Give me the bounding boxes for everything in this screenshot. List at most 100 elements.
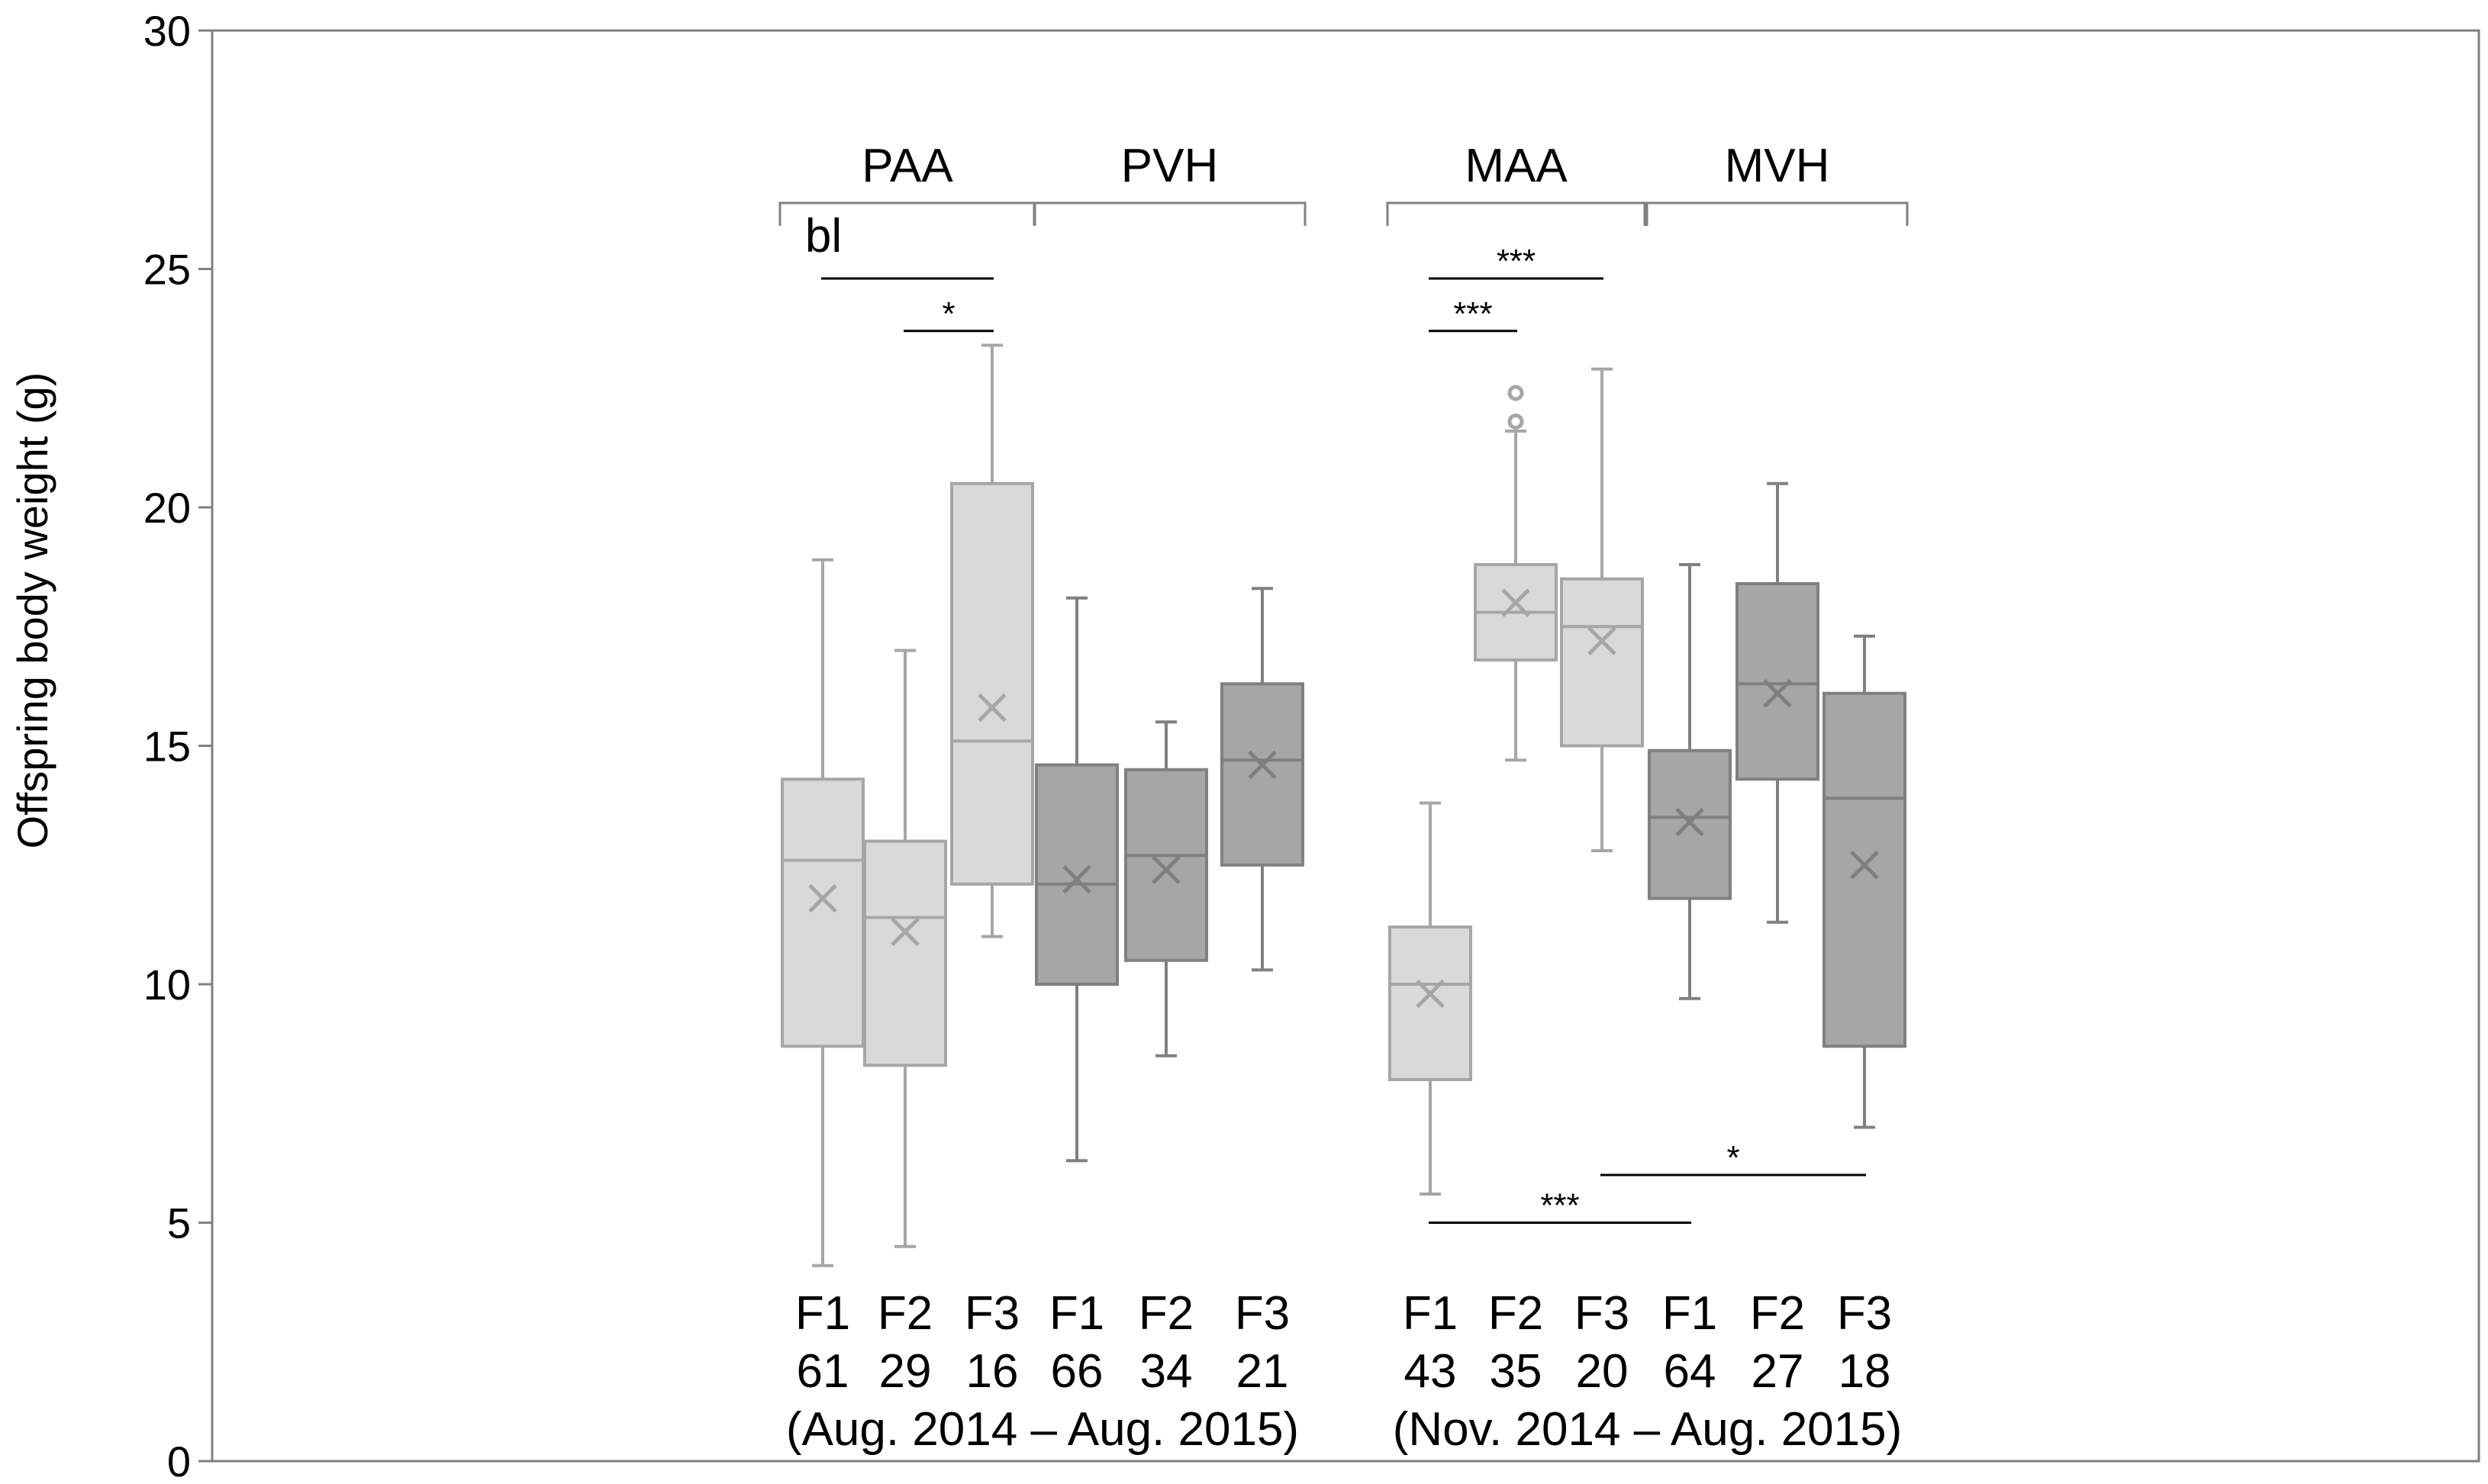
iqr-box: [863, 839, 947, 1067]
generation-label: F1: [795, 1287, 850, 1340]
significance-bar: ***: [1429, 1187, 1691, 1225]
sample-size-label: 34: [1140, 1345, 1193, 1398]
sample-size-label: 21: [1236, 1345, 1289, 1398]
y-tick-labels: 0 5 10 15 20 25 30: [143, 7, 191, 1484]
iqr-box: [1735, 582, 1819, 781]
sample-size-label: 64: [1664, 1345, 1716, 1398]
sample-size-label: 61: [797, 1345, 849, 1398]
box-paa-f1: [781, 558, 865, 1267]
plot-frame: [211, 29, 2480, 1463]
mean-marker: [978, 693, 1007, 723]
y-tick-label: 0: [167, 1437, 191, 1484]
iqr-box: [1560, 577, 1644, 748]
group-brackets: PAA PVH MAA MVH bl: [778, 140, 1909, 262]
iqr-box: [1388, 925, 1472, 1081]
mean-marker: [1763, 678, 1792, 708]
mean-stroke: [1763, 678, 1792, 708]
significance-bar: *: [904, 295, 994, 333]
annotation-label: bl: [805, 210, 842, 262]
significance-bars: ***********: [821, 243, 1866, 1225]
group-label: PVH: [1121, 140, 1218, 192]
y-tick-label: 5: [167, 1199, 191, 1247]
box-mvh-f2: [1735, 481, 1819, 924]
significance-bar: *: [1600, 1139, 1866, 1177]
generation-label: F3: [1837, 1287, 1892, 1340]
generation-label: F2: [1488, 1287, 1543, 1340]
group-bracket-pvh: PVH: [1033, 140, 1307, 226]
period-label: (Aug. 2014 – Aug. 2015): [786, 1403, 1299, 1456]
box-pvh-f1: [1035, 596, 1119, 1163]
period-label: (Nov. 2014 – Aug. 2015): [1393, 1403, 1903, 1456]
mean-marker: [891, 917, 920, 947]
iqr-box: [1822, 691, 1906, 1048]
mean-stroke: [1248, 750, 1277, 780]
y-axis-label: Offspring body weight (g): [8, 372, 56, 849]
category-labels: F161F229F316F166F234F321F143F235F320F164…: [786, 1287, 1902, 1456]
iqr-box: [1124, 768, 1208, 962]
significance-label: ***: [1540, 1187, 1579, 1225]
generation-label: F1: [1049, 1287, 1104, 1340]
mean-marker: [1850, 850, 1879, 880]
generation-label: F1: [1403, 1287, 1458, 1340]
significance-bar: ***: [1429, 295, 1517, 333]
bracket-line: [1645, 201, 1909, 226]
mean-marker: [1248, 750, 1277, 780]
mean-stroke: [1416, 979, 1445, 1009]
mean-stroke: [891, 917, 920, 947]
y-tick-label: 20: [143, 484, 191, 532]
generation-label: F3: [1574, 1287, 1629, 1340]
axes: [198, 29, 2480, 1463]
box-paa-f3: [950, 343, 1034, 938]
sample-size-label: 66: [1051, 1345, 1104, 1398]
sample-size-label: 27: [1752, 1345, 1804, 1398]
group-label: MAA: [1465, 140, 1568, 192]
mean-marker: [1152, 855, 1181, 884]
box-pvh-f2: [1124, 720, 1208, 1057]
significance-bar: ***: [1429, 243, 1603, 280]
sample-size-label: 35: [1490, 1345, 1542, 1398]
group-label: PAA: [862, 140, 953, 192]
sample-size-label: 43: [1404, 1345, 1457, 1398]
group-bracket-paa: PAA: [778, 140, 1036, 226]
mean-stroke: [1062, 864, 1091, 894]
significance-label: ***: [1497, 243, 1536, 280]
mean-stroke: [808, 884, 837, 913]
outlier-point: [1507, 414, 1524, 430]
box-maa-f1: [1388, 801, 1472, 1196]
boxes: [781, 343, 1906, 1267]
y-tick-label: 30: [143, 7, 191, 55]
sample-size-label: 29: [879, 1345, 932, 1398]
mean-marker: [808, 884, 837, 913]
mean-stroke: [978, 693, 1007, 723]
box-pvh-f3: [1220, 587, 1304, 972]
iqr-box: [1220, 682, 1304, 867]
mean-marker: [1501, 588, 1530, 617]
group-bracket-maa: MAA: [1386, 140, 1646, 226]
mean-marker: [1587, 626, 1616, 655]
mean-stroke: [1587, 626, 1616, 655]
outlier-point: [1507, 385, 1524, 401]
generation-label: F3: [1235, 1287, 1290, 1340]
sample-size-label: 20: [1576, 1345, 1629, 1398]
iqr-box: [781, 777, 865, 1048]
generation-label: F2: [1750, 1287, 1805, 1340]
mean-marker: [1416, 979, 1445, 1009]
mean-marker: [1675, 807, 1704, 837]
box-maa-f2: [1474, 385, 1558, 762]
mean-marker: [1062, 864, 1091, 894]
y-tick-label: 15: [143, 723, 191, 771]
mean-stroke: [1675, 807, 1704, 837]
group-bracket-mvh: MVH: [1645, 140, 1909, 226]
generation-label: F3: [965, 1287, 1020, 1340]
box-maa-f3: [1560, 367, 1644, 852]
y-tick-label: 25: [143, 246, 191, 294]
sample-size-label: 16: [966, 1345, 1019, 1398]
group-label: MVH: [1725, 140, 1830, 192]
bracket-line: [1033, 201, 1307, 226]
y-tick-label: 10: [143, 961, 191, 1009]
generation-label: F2: [1139, 1287, 1194, 1340]
significance-label: *: [1726, 1139, 1739, 1177]
mean-stroke: [1850, 850, 1879, 880]
generation-label: F2: [878, 1287, 933, 1340]
bracket-line: [1386, 201, 1646, 226]
